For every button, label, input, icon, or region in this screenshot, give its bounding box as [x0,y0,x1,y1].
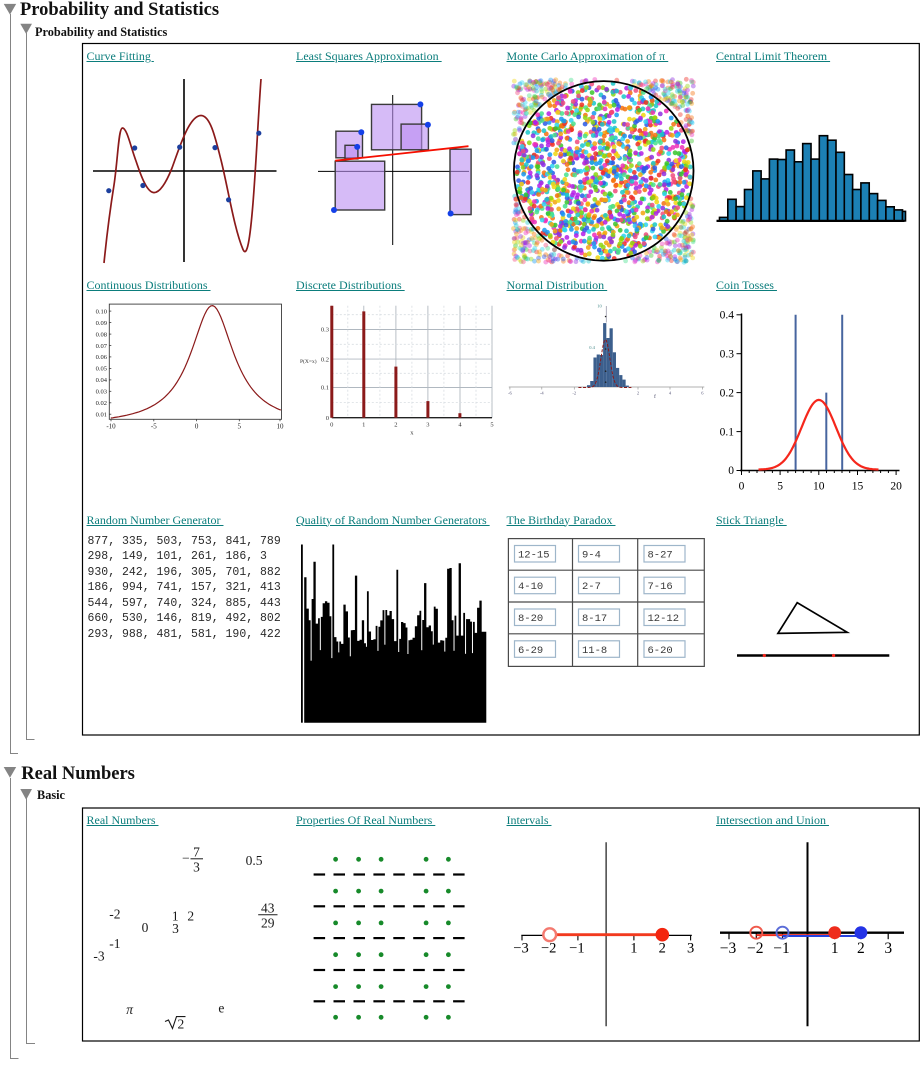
svg-text:2: 2 [187,909,194,924]
svg-text:0: 0 [330,422,333,429]
svg-text:0.2: 0.2 [321,356,329,363]
svg-text:−2: −2 [747,940,764,957]
svg-text:2: 2 [857,940,865,957]
svg-text:12-15: 12-15 [518,550,550,562]
svg-text:20: 20 [890,481,902,493]
svg-text:0.07: 0.07 [96,343,108,350]
svg-text:1: 1 [172,909,179,924]
svg-text:43: 43 [261,901,275,916]
svg-text:0.04: 0.04 [96,377,108,384]
svg-text:9-4: 9-4 [582,550,601,562]
svg-text:6: 6 [701,391,704,396]
svg-text:2: 2 [178,1017,185,1032]
svg-text:−3: −3 [513,941,528,957]
svg-text:x: x [410,430,414,437]
svg-text:7-16: 7-16 [648,581,673,593]
svg-text:−: − [182,851,190,866]
svg-text:0: 0 [195,423,199,431]
svg-text:0: 0 [739,481,745,493]
svg-text:π: π [126,1002,134,1017]
svg-text:−1: −1 [569,941,584,957]
svg-text:0.3: 0.3 [720,348,735,360]
svg-text:2: 2 [394,422,397,429]
svg-text:0.05: 0.05 [96,366,107,373]
svg-text:2-7: 2-7 [582,581,601,593]
svg-text:−1: −1 [773,940,790,957]
svg-text:1: 1 [362,422,365,429]
svg-text:-2: -2 [109,907,120,922]
svg-text:-6: -6 [508,391,512,396]
svg-text:3: 3 [426,422,429,429]
svg-text:0.03: 0.03 [96,389,107,396]
svg-text:4: 4 [669,391,672,396]
svg-text:29: 29 [261,916,275,931]
svg-text:-5: -5 [151,423,157,431]
svg-text:5: 5 [777,481,783,493]
svg-text:10: 10 [813,481,825,493]
svg-text:1: 1 [831,940,839,957]
svg-text:0.10: 0.10 [96,308,107,315]
svg-text:5: 5 [490,422,493,429]
svg-text:0: 0 [142,920,149,935]
svg-text:-1: -1 [109,936,120,951]
svg-text:0.2: 0.2 [720,387,735,399]
svg-text:7: 7 [193,845,200,860]
svg-text:-3: -3 [93,949,104,964]
svg-text:3: 3 [193,860,200,875]
svg-text:0: 0 [728,465,734,477]
svg-text:0.1: 0.1 [321,385,329,392]
svg-text:6-29: 6-29 [518,645,543,657]
svg-text:3: 3 [687,941,694,957]
svg-text:8-20: 8-20 [518,613,543,625]
svg-text:11-8: 11-8 [582,645,607,657]
svg-text:1: 1 [630,941,637,957]
svg-text:0.09: 0.09 [96,320,107,327]
svg-text:-4: -4 [540,391,544,396]
svg-text:−2: −2 [541,941,556,957]
svg-text:-2: -2 [572,391,576,396]
svg-text:8-27: 8-27 [648,550,673,562]
svg-text:0.5: 0.5 [246,853,263,868]
svg-text:4-10: 4-10 [518,581,543,593]
svg-text:−3: −3 [720,940,737,957]
svg-text:0.02: 0.02 [96,400,107,407]
svg-text:6-20: 6-20 [648,645,673,657]
svg-text:0.06: 0.06 [96,354,108,361]
svg-text:12-12: 12-12 [648,613,680,625]
svg-text:e: e [218,1001,224,1016]
svg-text:8-17: 8-17 [582,613,607,625]
svg-text:f: f [654,395,656,400]
svg-text:P(X=x): P(X=x) [300,358,317,365]
svg-text:0.3: 0.3 [321,327,329,334]
svg-text:3: 3 [884,940,892,957]
svg-text:0.08: 0.08 [96,331,107,338]
svg-text:15: 15 [852,481,864,493]
svg-text:-10: -10 [106,423,116,431]
svg-text:2: 2 [659,941,666,957]
svg-text:5: 5 [238,423,242,431]
svg-text:0.4: 0.4 [589,345,595,350]
svg-text:0.4: 0.4 [720,310,735,322]
svg-text:0: 0 [326,415,329,422]
svg-text:0.1: 0.1 [720,426,735,438]
svg-text:4: 4 [458,422,462,429]
svg-text:3: 3 [172,921,179,936]
svg-text:10: 10 [597,304,602,309]
svg-text:10: 10 [277,423,285,431]
svg-text:2: 2 [637,391,639,396]
svg-text:0.01: 0.01 [96,412,107,419]
